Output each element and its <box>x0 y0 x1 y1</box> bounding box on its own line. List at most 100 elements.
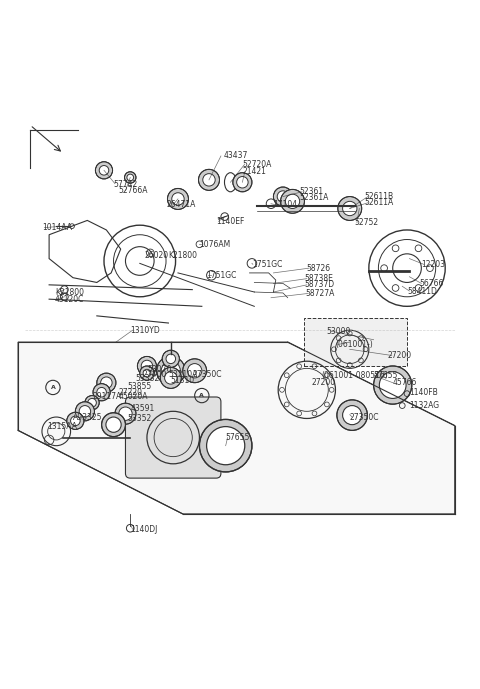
Circle shape <box>160 367 181 389</box>
Circle shape <box>141 360 153 371</box>
Circle shape <box>93 384 110 401</box>
Text: A: A <box>50 385 55 390</box>
Text: 26020: 26020 <box>144 251 168 260</box>
Circle shape <box>199 169 219 190</box>
Text: 53855: 53855 <box>128 382 152 391</box>
Text: K21800: K21800 <box>55 289 84 298</box>
Circle shape <box>71 416 80 426</box>
Text: 17104: 17104 <box>274 200 298 209</box>
Circle shape <box>79 406 91 417</box>
Circle shape <box>379 371 406 398</box>
Text: 52611B: 52611B <box>364 192 393 201</box>
Text: 58411D: 58411D <box>407 287 437 296</box>
Text: 57655: 57655 <box>226 433 250 442</box>
Circle shape <box>337 400 367 431</box>
Circle shape <box>343 406 362 424</box>
Circle shape <box>285 194 300 209</box>
Bar <box>304 318 407 366</box>
Circle shape <box>199 420 252 472</box>
Text: 52752: 52752 <box>355 218 379 227</box>
Text: 53352: 53352 <box>128 414 152 423</box>
Circle shape <box>99 165 109 175</box>
Text: 27220: 27220 <box>118 388 142 397</box>
Circle shape <box>137 356 156 376</box>
Circle shape <box>88 398 96 407</box>
Text: 26471A: 26471A <box>166 200 195 209</box>
Text: 27400: 27400 <box>142 369 167 378</box>
Circle shape <box>281 189 304 214</box>
Text: 58738E: 58738E <box>304 274 333 283</box>
Text: 1140FB: 1140FB <box>409 388 438 397</box>
Text: 58737D: 58737D <box>304 280 335 289</box>
Text: 57742: 57742 <box>114 180 138 189</box>
Circle shape <box>166 354 176 364</box>
Text: 56766: 56766 <box>419 279 444 288</box>
Text: 45020A: 45020A <box>118 393 148 402</box>
Text: 43591: 43591 <box>130 404 155 413</box>
Text: 52361: 52361 <box>300 187 324 196</box>
Circle shape <box>338 196 362 220</box>
Text: 1751GC: 1751GC <box>206 271 237 280</box>
Text: 53070: 53070 <box>147 364 171 374</box>
Text: 29117A: 29117A <box>92 393 121 402</box>
Circle shape <box>119 407 132 420</box>
Text: 1751GC: 1751GC <box>252 260 282 269</box>
Text: K21800: K21800 <box>168 251 197 260</box>
Text: 58727A: 58727A <box>306 289 335 298</box>
Circle shape <box>127 174 133 181</box>
Circle shape <box>161 361 180 380</box>
Polygon shape <box>18 342 455 514</box>
Circle shape <box>237 176 248 188</box>
Text: 1315AA: 1315AA <box>47 422 77 431</box>
Circle shape <box>162 350 180 367</box>
Text: 53332: 53332 <box>135 374 159 383</box>
Text: 27200: 27200 <box>388 351 412 360</box>
Circle shape <box>106 417 121 432</box>
Text: 58726: 58726 <box>307 264 331 273</box>
Circle shape <box>156 356 185 385</box>
Circle shape <box>67 412 84 429</box>
Text: 53000: 53000 <box>326 327 350 336</box>
Circle shape <box>203 174 215 186</box>
Circle shape <box>168 189 189 209</box>
Circle shape <box>274 187 292 206</box>
Circle shape <box>373 366 412 404</box>
Text: 1140DJ: 1140DJ <box>130 525 157 534</box>
Text: 1076AM: 1076AM <box>199 240 231 249</box>
Text: 27200: 27200 <box>312 378 336 387</box>
Circle shape <box>101 377 112 389</box>
Circle shape <box>277 191 288 203</box>
Circle shape <box>97 387 107 397</box>
Text: 27350C: 27350C <box>192 369 222 378</box>
Text: (061001-): (061001-) <box>336 340 373 349</box>
Text: 43437: 43437 <box>223 152 248 161</box>
Text: 52361A: 52361A <box>300 194 329 203</box>
Circle shape <box>75 402 95 421</box>
Circle shape <box>172 193 184 205</box>
Circle shape <box>124 172 136 183</box>
Text: 1014AA: 1014AA <box>42 223 72 232</box>
Text: 43120C: 43120C <box>55 295 84 304</box>
Text: 27350C: 27350C <box>350 413 379 422</box>
Text: 21421: 21421 <box>242 167 266 176</box>
Text: A93325: A93325 <box>73 413 102 422</box>
Circle shape <box>102 413 125 437</box>
Circle shape <box>143 369 151 377</box>
Circle shape <box>140 366 154 380</box>
Circle shape <box>343 201 357 216</box>
Text: 1132AG: 1132AG <box>409 400 440 409</box>
Text: 52611A: 52611A <box>364 198 393 207</box>
Circle shape <box>96 162 113 179</box>
Text: 12203: 12203 <box>421 260 445 269</box>
Text: A: A <box>199 393 204 398</box>
Circle shape <box>188 364 202 378</box>
Text: 45766: 45766 <box>393 378 417 387</box>
Text: 52720A: 52720A <box>242 160 272 169</box>
Text: 52766A: 52766A <box>118 186 148 196</box>
Text: 1140EF: 1140EF <box>216 217 244 226</box>
Circle shape <box>85 395 99 410</box>
FancyBboxPatch shape <box>125 397 221 478</box>
Circle shape <box>97 373 116 392</box>
Circle shape <box>115 403 136 424</box>
Text: 51310: 51310 <box>171 376 195 384</box>
